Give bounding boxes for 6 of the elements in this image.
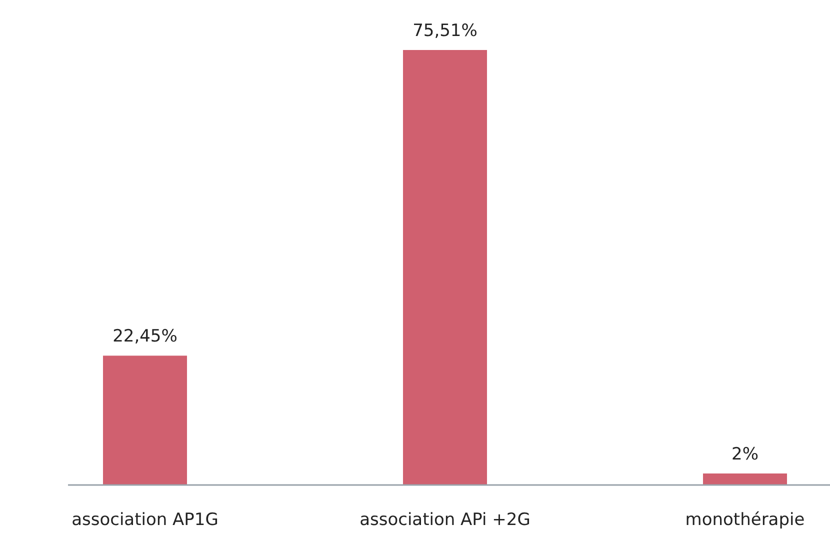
data-label: 75,51% <box>412 21 478 41</box>
data-label: 22,45% <box>112 326 178 347</box>
x-tick-label: monothérapie <box>685 510 805 530</box>
x-tick-label: association AP1G <box>72 510 218 530</box>
x-tick-label: association APi +2G <box>360 510 530 530</box>
data-label: 2% <box>732 444 758 464</box>
